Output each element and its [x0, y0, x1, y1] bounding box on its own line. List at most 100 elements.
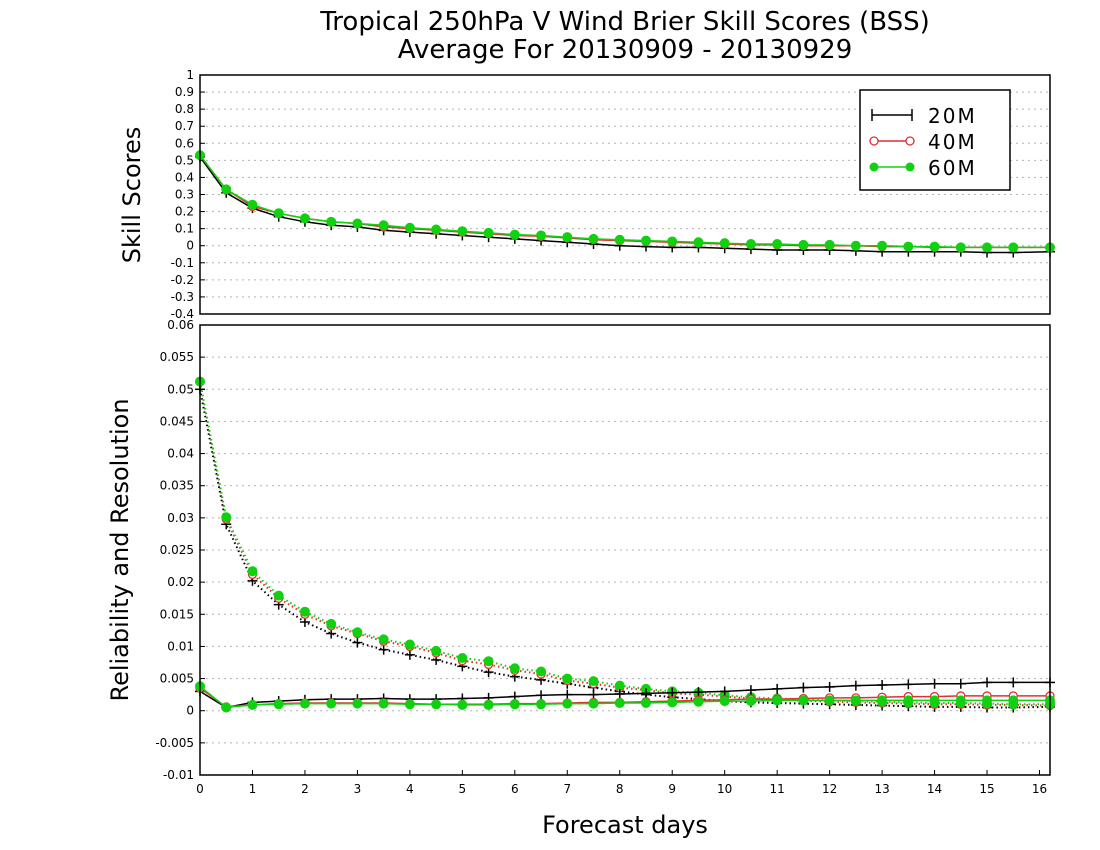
top-point-60M: [772, 239, 783, 250]
bottom-y-tick-label: 0: [186, 704, 194, 718]
x-tick-label: 10: [717, 782, 732, 796]
bottom-y-tick-label: 0.05: [167, 382, 194, 396]
bottom-point-60M: [299, 698, 310, 709]
bottom-point-60M: [483, 656, 494, 667]
bottom-y-tick-label: 0.03: [167, 511, 194, 525]
bottom-point-60M: [745, 696, 756, 707]
bottom-point-60M: [877, 695, 888, 706]
top-point-60M: [221, 184, 232, 195]
legend-label-20M: 20M: [928, 104, 977, 128]
bottom-point-20M: [903, 679, 914, 690]
bottom-y-tick-label: 0.025: [160, 543, 194, 557]
bottom-point-20M: [693, 687, 704, 698]
bottom-point-60M: [536, 666, 547, 677]
top-y-tick-label: 0.3: [175, 188, 194, 202]
bottom-y-tick-label: -0.005: [155, 736, 194, 750]
bottom-y-tick-label: 0.015: [160, 607, 194, 621]
x-tick-label: 15: [979, 782, 994, 796]
legend-marker-20M: [871, 109, 913, 121]
bottom-series-20M-dotted-line: [199, 389, 1051, 709]
bottom-point-60M: [378, 698, 389, 709]
top-point-60M: [457, 226, 468, 237]
bottom-y-tick-label: 0.04: [167, 447, 194, 461]
bottom-point-20M: [719, 686, 730, 697]
bottom-point-60M: [798, 695, 809, 706]
bottom-point-60M: [693, 696, 704, 707]
bottom-y-tick-label: 0.005: [160, 672, 194, 686]
top-point-60M: [273, 208, 284, 219]
bottom-point-60M: [273, 699, 284, 710]
top-series-group: [195, 150, 1055, 258]
bottom-point-60M: [457, 699, 468, 710]
top-point-60M: [640, 235, 651, 246]
top-point-60M: [588, 233, 599, 244]
top-point-60M: [745, 239, 756, 250]
bottom-y-tick-label: 0.045: [160, 414, 194, 428]
top-point-60M: [247, 199, 258, 210]
bottom-point-20M: [824, 681, 835, 692]
top-y-tick-label: 0.5: [175, 153, 194, 167]
legend-marker-60M: [905, 162, 915, 172]
bottom-point-20M: [1008, 677, 1019, 688]
bottom-point-60M: [588, 676, 599, 687]
top-point-60M: [982, 242, 993, 253]
bottom-point-60M: [352, 627, 363, 638]
bottom-point-60M: [509, 663, 520, 674]
top-y-tick-label: 1: [186, 68, 194, 82]
top-point-60M: [562, 232, 573, 243]
bottom-point-20M: [798, 682, 809, 693]
top-plot-frame: [199, 74, 1051, 315]
top-y-tick-labels: 1 0.9 0.8 0.7 0.6 0.5 0.4 0.3 0.2 0.1 0 -0.1 -0.2 -0.…: [171, 68, 205, 321]
bottom-point-60M: [404, 639, 415, 650]
bottom-point-20M: [745, 685, 756, 696]
top-point-60M: [877, 240, 888, 251]
bottom-point-60M: [326, 698, 337, 709]
top-point-60M: [955, 242, 966, 253]
x-tick-label: 16: [1032, 782, 1047, 796]
bottom-point-20M: [562, 689, 573, 700]
bottom-point-20M: [982, 677, 993, 688]
bottom-point-20M: [667, 687, 678, 698]
bottom-point-60M: [247, 699, 258, 710]
legend-label-60M: 60M: [928, 156, 977, 180]
top-y-tick-label: 0.9: [175, 85, 194, 99]
bottom-point-60M: [483, 699, 494, 710]
legend-marker-40M: [905, 136, 915, 146]
x-tick-label: 4: [406, 782, 414, 796]
bottom-point-60M: [614, 680, 625, 691]
top-y-tick-label: 0.1: [175, 222, 194, 236]
top-y-tick-label: -0.2: [171, 273, 194, 287]
bottom-point-20M: [378, 644, 389, 655]
bottom-point-60M: [955, 695, 966, 706]
chart-title: Tropical 250hPa V Wind Brier Skill Score…: [319, 7, 930, 37]
bottom-point-60M: [221, 512, 232, 523]
bottom-point-60M: [667, 697, 678, 708]
bottom-y-tick-label: 0.06: [167, 318, 194, 332]
x-axis-label: Forecast days: [542, 811, 708, 839]
x-tick-label: 3: [354, 782, 362, 796]
top-point-60M: [483, 227, 494, 238]
legend-marker-60M: [869, 162, 879, 172]
x-tick-label: 11: [770, 782, 785, 796]
bottom-y-tick-label: 0.035: [160, 479, 194, 493]
bottom-series-group: [195, 376, 1055, 713]
top-point-60M: [614, 234, 625, 245]
top-point-60M: [903, 241, 914, 252]
bottom-point-20M: [352, 637, 363, 648]
bottom-point-20M: [614, 689, 625, 699]
x-tick-label: 6: [511, 782, 519, 796]
bottom-point-60M: [1008, 695, 1019, 706]
x-tick-label: 12: [822, 782, 837, 796]
reliability-resolution-panel: 0.060.0550.050.0450.040.0350.030.0250.02…: [106, 318, 1055, 839]
x-tick-label: 0: [196, 782, 204, 796]
top-y-tick-label: 0.2: [175, 205, 194, 219]
bottom-series-40M-dotted-line: [199, 381, 1051, 707]
top-y-tick-label: -0.1: [171, 256, 194, 270]
bottom-point-60M: [457, 653, 468, 663]
top-y-tick-label: 0: [186, 239, 194, 253]
top-y-tick-label: 0.4: [175, 170, 194, 184]
bottom-point-60M: [929, 695, 940, 706]
